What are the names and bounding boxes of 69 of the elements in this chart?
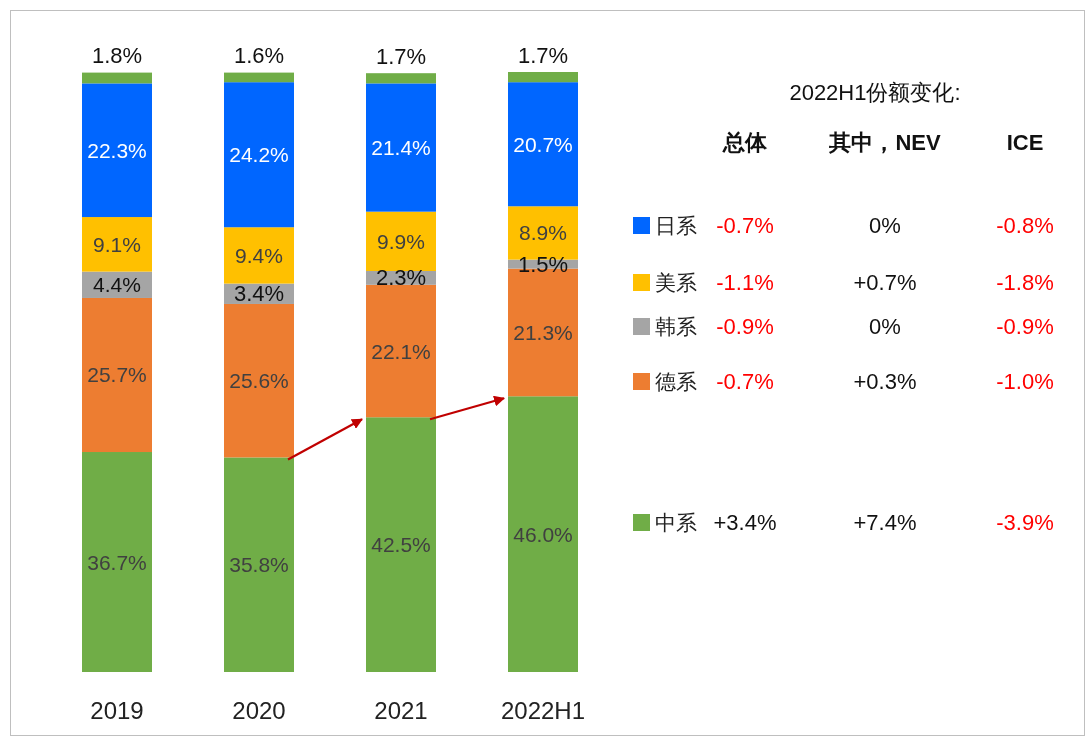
legend-label: 美系 [655, 270, 697, 294]
data-label: 36.7% [87, 550, 147, 574]
data-label: 3.4% [233, 281, 285, 307]
data-label: 21.3% [513, 320, 573, 344]
x-tick-label: 2022H1 [500, 696, 586, 724]
text: +0.3% [853, 368, 917, 394]
bar [82, 83, 152, 218]
bar [366, 83, 436, 212]
data-label: 35.8% [229, 553, 289, 577]
text: -1.0% [996, 368, 1054, 394]
data-label: 22.3% [87, 138, 147, 162]
bar [508, 82, 578, 207]
bar [366, 284, 436, 418]
bar [224, 72, 294, 83]
x-tick-label: 2020 [232, 696, 286, 724]
data-label: 25.7% [87, 363, 147, 387]
text: 总体 [722, 129, 768, 155]
text: +0.7% [853, 269, 917, 295]
data-label: 21.4% [371, 136, 431, 160]
bar [224, 303, 294, 458]
data-label: 22.1% [371, 339, 431, 363]
bar [82, 297, 152, 453]
data-label: 25.6% [229, 369, 289, 393]
text: -0.9% [716, 313, 774, 339]
data-label: 42.5% [371, 533, 431, 557]
text: -1.8% [996, 269, 1054, 295]
text: +3.4% [713, 509, 777, 535]
legend-label: 日系 [655, 213, 697, 237]
bar [224, 82, 294, 228]
text: -0.7% [716, 368, 774, 394]
x-tick-label: 2021 [374, 696, 428, 724]
bar [366, 417, 436, 672]
data-label: 9.4% [235, 243, 283, 267]
legend-label: 韩系 [655, 314, 697, 338]
x-tick-label: 2019 [90, 696, 144, 724]
bar [508, 396, 578, 672]
text: 2022H1份额变化: [789, 79, 961, 105]
data-label: 8.9% [519, 221, 567, 245]
text: 0% [869, 212, 901, 238]
legend-label: 德系 [655, 369, 697, 393]
bar [508, 72, 578, 83]
data-label: 9.1% [93, 232, 141, 256]
text: ICE [1006, 129, 1044, 155]
text: 其中，NEV [828, 129, 941, 155]
bar [224, 457, 294, 672]
bar [82, 72, 152, 84]
bar [82, 217, 152, 272]
data-label: 1.7% [517, 42, 569, 68]
data-label: 1.6% [233, 43, 285, 69]
data-label: 1.7% [375, 43, 427, 69]
data-label: 2.3% [375, 265, 427, 291]
text: -1.1% [716, 269, 774, 295]
text: 0% [869, 313, 901, 339]
bar [82, 452, 152, 672]
text: +7.4% [853, 509, 917, 535]
text: -0.8% [996, 212, 1054, 238]
data-label: 9.9% [377, 229, 425, 253]
bar [366, 211, 436, 271]
text: -0.9% [996, 313, 1054, 339]
text: -0.7% [716, 212, 774, 238]
data-label: 46.0% [513, 522, 573, 546]
data-label: 1.8% [91, 43, 143, 69]
data-label: 20.7% [513, 132, 573, 156]
bar [224, 227, 294, 284]
text: -3.9% [996, 509, 1054, 535]
bar [366, 73, 436, 84]
legend-label: 中系 [655, 510, 697, 534]
data-label: 4.4% [93, 273, 141, 297]
data-label: 24.2% [229, 143, 289, 167]
